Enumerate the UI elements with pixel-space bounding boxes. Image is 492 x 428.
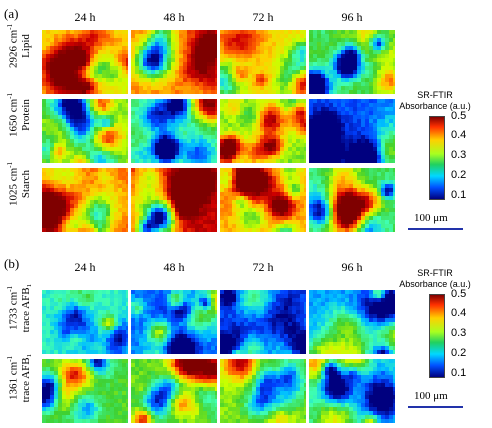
panel-b-colorbar-tick-0.2: 0.2 [451, 347, 467, 359]
panel-b-label: (b) [4, 256, 20, 271]
panel-b-colorbar-tick-0.3: 0.3 [451, 327, 467, 339]
panel-a-scalebar [408, 228, 463, 230]
panel-a-row-protein-label: 1650 cm-1 Protein [6, 92, 32, 138]
heatmap-tile-b-r0-c3 [309, 290, 395, 354]
panel-a-row-starch-label: 1025 cm-1 Starch [6, 161, 32, 207]
heatmap-tile-b-r1-c3 [309, 359, 395, 423]
panel-a-label: (a) [4, 6, 19, 21]
panel-a-colorbar-tick-0.2: 0.2 [451, 169, 467, 181]
panel-a-colorbar [429, 116, 445, 200]
panel-b-col-72h: 72 h [252, 260, 274, 274]
heatmap-tile-a-r1-c2 [220, 99, 306, 163]
heatmap-tile-a-r0-c1 [131, 30, 217, 94]
panel-b-row-1733-label: 1733 cm-1 trace AFB₁ [6, 283, 32, 333]
panel-b-col-48h: 48 h [163, 260, 185, 274]
heatmap-tile-a-r1-c1 [131, 99, 217, 163]
panel-b-colorbar-tick-0.4: 0.4 [451, 307, 467, 319]
panel-b-row-1361-label: 1361 cm-1 trace AFB₁ [6, 353, 32, 403]
panel-b-colorbar-tick-0.1: 0.1 [451, 367, 467, 379]
panel-a-row-lipid-label: 2926 cm-1 Lipid [6, 23, 32, 69]
panel-a-col-24h: 24 h [74, 10, 96, 24]
heatmap-tile-a-r0-c0 [42, 30, 128, 94]
panel-a-colorbar-tick-0.5: 0.5 [451, 110, 467, 122]
heatmap-tile-b-r1-c1 [131, 359, 217, 423]
panel-a-scalebar-label: 100 μm [414, 212, 448, 224]
heatmap-tile-a-r0-c2 [220, 30, 306, 94]
heatmap-tile-a-r2-c3 [309, 168, 395, 232]
heatmap-tile-a-r1-c0 [42, 99, 128, 163]
heatmap-tile-b-r0-c1 [131, 290, 217, 354]
heatmap-tile-a-r2-c2 [220, 168, 306, 232]
heatmap-tile-a-r0-c3 [309, 30, 395, 94]
panel-b-colorbar-title: SR-FTIR Absorbance (a.u.) [399, 268, 471, 289]
heatmap-tile-a-r1-c3 [309, 99, 395, 163]
heatmap-tile-a-r2-c1 [131, 168, 217, 232]
panel-a-col-96h: 96 h [341, 10, 363, 24]
panel-a-colorbar-tick-0.3: 0.3 [451, 149, 467, 161]
heatmap-tile-b-r1-c2 [220, 359, 306, 423]
panel-a-col-72h: 72 h [252, 10, 274, 24]
panel-b-col-24h: 24 h [74, 260, 96, 274]
heatmap-tile-b-r0-c0 [42, 290, 128, 354]
panel-a-colorbar-tick-0.1: 0.1 [451, 189, 467, 201]
heatmap-tile-b-r0-c2 [220, 290, 306, 354]
panel-a-col-48h: 48 h [163, 10, 185, 24]
panel-b-colorbar [429, 294, 445, 378]
panel-b-scalebar-label: 100 μm [414, 390, 448, 402]
panel-a-colorbar-title: SR-FTIR Absorbance (a.u.) [399, 90, 471, 111]
panel-b-colorbar-tick-0.5: 0.5 [451, 288, 467, 300]
panel-b-col-96h: 96 h [341, 260, 363, 274]
panel-a-colorbar-tick-0.4: 0.4 [451, 129, 467, 141]
heatmap-tile-a-r2-c0 [42, 168, 128, 232]
panel-b-scalebar [408, 406, 463, 408]
heatmap-tile-b-r1-c0 [42, 359, 128, 423]
